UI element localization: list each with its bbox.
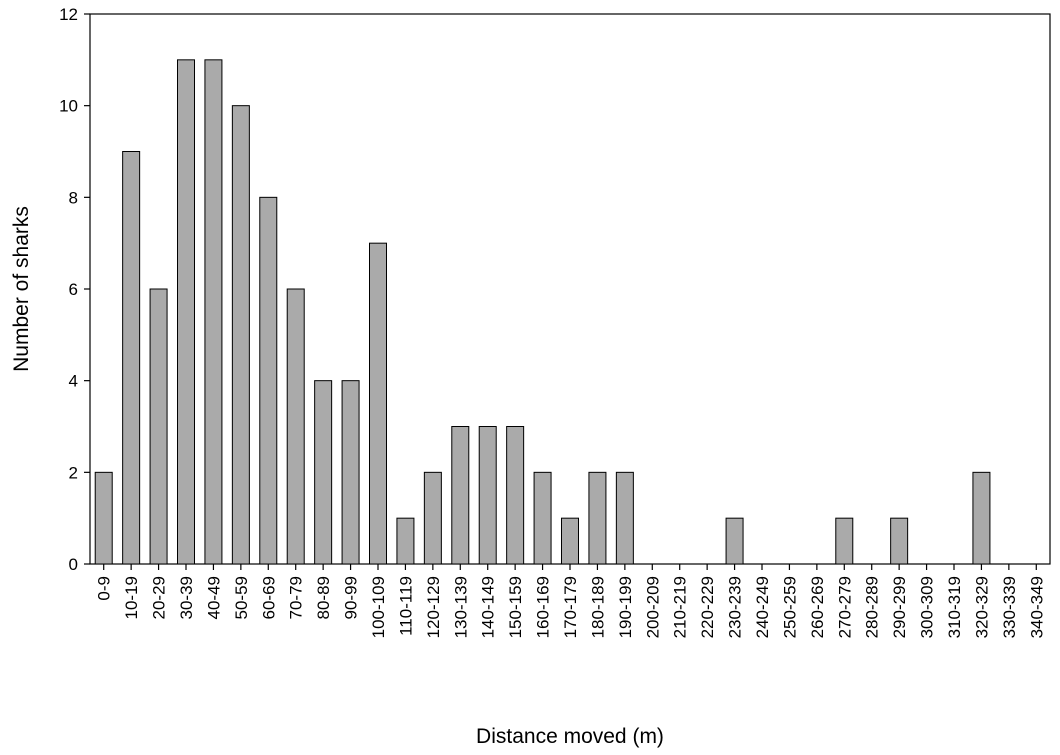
x-tick-label: 280-289 <box>863 576 882 638</box>
x-tick-label: 220-229 <box>698 576 717 638</box>
x-tick-label: 230-239 <box>726 576 745 638</box>
x-tick-label: 90-99 <box>342 576 361 619</box>
x-tick-label: 240-249 <box>753 576 772 638</box>
x-tick-label: 180-189 <box>588 576 607 638</box>
y-tick-label: 0 <box>69 555 78 574</box>
y-axis-ticks: 0 2 4 6 8 10 12 <box>59 5 90 574</box>
x-tick-label: 150-159 <box>506 576 525 638</box>
bar-110-119 <box>396 517 415 565</box>
bar-170-179 <box>561 517 579 565</box>
bar-120-129 <box>423 471 442 565</box>
bar-150-159 <box>506 426 525 565</box>
x-tick-label: 190-199 <box>616 576 635 638</box>
bar-100-109 <box>369 242 387 565</box>
x-tick-label: 30-39 <box>177 576 196 619</box>
x-tick-label: 70-79 <box>287 576 306 619</box>
x-tick-label: 170-179 <box>561 576 580 638</box>
x-tick-label: 40-49 <box>204 576 223 619</box>
bar-90-99 <box>341 380 360 565</box>
x-tick-label: 260-269 <box>808 576 827 638</box>
y-tick-label: 4 <box>69 372 78 391</box>
x-axis-title: Distance moved (m) <box>476 725 664 748</box>
bar-290-299 <box>890 517 909 565</box>
y-tick-label: 12 <box>59 5 78 24</box>
bar-50-59 <box>231 105 250 565</box>
x-tick-label: 200-209 <box>643 576 662 638</box>
bar-160-169 <box>533 471 552 565</box>
y-axis-title: Number of sharks <box>10 206 33 372</box>
x-tick-label: 50-59 <box>232 576 251 619</box>
x-axis-ticks: 0-9 10-19 20-29 30-39 40-49 50-59 60-69 70-79 80… <box>95 564 1046 638</box>
y-tick-label: 8 <box>69 188 78 207</box>
x-tick-label: 120-129 <box>424 576 443 638</box>
x-tick-label: 290-299 <box>890 576 909 638</box>
x-tick-label: 0-9 <box>95 576 114 601</box>
x-tick-label: 110-119 <box>396 576 415 636</box>
bar-140-149 <box>478 426 497 565</box>
x-tick-label: 270-279 <box>835 576 854 638</box>
x-tick-label: 320-329 <box>972 576 991 638</box>
bar-0-9 <box>94 471 113 565</box>
bar-320-329 <box>972 471 991 565</box>
x-tick-label: 300-309 <box>918 576 937 638</box>
bar-40-49 <box>204 59 223 565</box>
bars <box>94 59 991 565</box>
x-tick-label: 310-319 <box>945 576 964 638</box>
x-tick-label: 210-219 <box>671 576 690 638</box>
bar-80-89 <box>314 380 333 565</box>
x-tick-label: 160-169 <box>534 576 553 638</box>
bar-230-239 <box>725 517 744 565</box>
bar-30-39 <box>177 59 195 565</box>
x-tick-label: 340-349 <box>1027 576 1046 638</box>
x-tick-label: 140-149 <box>479 576 498 638</box>
y-tick-label: 2 <box>69 463 78 482</box>
bar-70-79 <box>286 288 305 565</box>
bar-190-199 <box>615 471 634 565</box>
x-tick-label: 80-89 <box>314 576 333 619</box>
bar-180-189 <box>588 471 607 565</box>
x-tick-label: 60-69 <box>259 576 278 619</box>
x-tick-label: 130-139 <box>451 576 470 638</box>
x-tick-label: 10-19 <box>122 576 141 619</box>
x-tick-label: 330-339 <box>1000 576 1019 638</box>
bar-130-139 <box>451 426 470 565</box>
x-tick-label: 20-29 <box>150 576 169 619</box>
bar-20-29 <box>149 288 168 565</box>
y-tick-label: 10 <box>59 97 78 116</box>
bar-60-69 <box>259 196 278 565</box>
bar-270-279 <box>835 517 854 565</box>
bar-10-19 <box>122 151 141 565</box>
x-tick-label: 250-259 <box>780 576 799 638</box>
x-tick-label: 100-109 <box>369 576 388 638</box>
y-tick-label: 6 <box>69 280 78 299</box>
